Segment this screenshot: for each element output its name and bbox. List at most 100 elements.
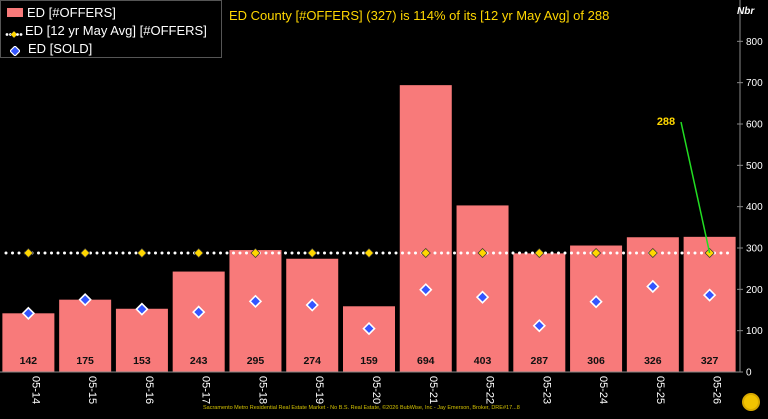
- bar-value-label: 295: [247, 355, 265, 367]
- avg-line-dot: [680, 251, 684, 255]
- bar-offers: [399, 85, 452, 372]
- legend-swatch-sold: [9, 43, 21, 57]
- avg-line-dot: [719, 251, 723, 255]
- footer-credit: Sacramento Metro Residential Real Estate…: [203, 405, 520, 411]
- avg-line-dot: [121, 251, 125, 255]
- sold-marker: [135, 302, 149, 316]
- legend-item-avg: ED [12 yr May Avg] [#OFFERS]: [1, 21, 207, 39]
- avg-line-dot: [661, 251, 664, 255]
- avg-line-dot: [232, 251, 235, 255]
- avg-marker: [136, 247, 147, 258]
- avg-line-dot: [362, 251, 365, 255]
- bar-offers: [570, 245, 623, 372]
- avg-line-dot: [440, 251, 443, 255]
- x-tick-label: 05-14: [29, 376, 41, 404]
- avg-line-dot: [355, 251, 359, 255]
- avg-line-dot: [303, 251, 307, 255]
- avg-line-dot: [212, 251, 216, 255]
- avg-line-dot: [186, 251, 190, 255]
- callout-line: [680, 121, 711, 254]
- legend: ED [#OFFERS] ED [12 yr May Avg] [#OFFERS…: [0, 0, 222, 58]
- avg-line-dot: [635, 251, 638, 255]
- avg-line-dot: [570, 251, 573, 255]
- bar-offers: [172, 271, 225, 372]
- bar-value-label: 153: [133, 355, 151, 367]
- avg-line-dot: [472, 251, 476, 255]
- avg-line-dot: [459, 251, 463, 255]
- avg-marker: [364, 247, 374, 258]
- avg-line-dot: [524, 251, 528, 255]
- avg-line-dot: [401, 251, 404, 255]
- avg-line-dot: [50, 251, 53, 255]
- bar-value-label: 243: [190, 355, 208, 367]
- sold-marker: [475, 290, 490, 304]
- avg-marker: [250, 247, 261, 258]
- bar-value-label: 403: [474, 355, 492, 367]
- avg-line-dot: [245, 251, 248, 255]
- avg-line-dot: [531, 251, 534, 255]
- avg-line-dot: [63, 251, 66, 255]
- avg-marker: [193, 247, 204, 258]
- x-tick-label: 05-18: [256, 376, 268, 404]
- sold-marker: [78, 293, 92, 307]
- avg-line-dot: [622, 251, 625, 255]
- avg-line-dot: [615, 251, 619, 255]
- avg-line-dot: [446, 251, 450, 255]
- avg-line-dot: [628, 251, 632, 255]
- avg-marker: [307, 247, 318, 258]
- x-tick-label: 05-22: [484, 376, 496, 404]
- sold-marker: [589, 295, 603, 309]
- legend-label-sold: ED [SOLD]: [28, 40, 93, 56]
- avg-line-dot: [134, 251, 138, 255]
- x-tick-label: 05-19: [313, 376, 325, 404]
- x-tick-label: 05-23: [540, 376, 552, 404]
- avg-line-dot: [433, 251, 437, 255]
- y-tick-label: 700: [746, 78, 763, 89]
- bar-value-label: 694: [417, 355, 435, 367]
- avg-line-dot: [492, 251, 495, 255]
- avg-line-dot: [349, 251, 352, 255]
- bar-offers: [286, 258, 339, 372]
- avg-line-dot: [284, 251, 287, 255]
- legend-item-offers: ED [#OFFERS]: [1, 3, 116, 21]
- avg-line-dot: [505, 251, 508, 255]
- avg-line-dot: [375, 251, 378, 255]
- sold-marker: [192, 305, 206, 319]
- avg-line-dot: [667, 251, 671, 255]
- avg-line-dot: [89, 251, 92, 255]
- avg-line-dot: [17, 251, 21, 255]
- sold-marker: [362, 321, 376, 336]
- bar-offers: [229, 250, 282, 372]
- avg-line-dot: [115, 251, 118, 255]
- avg-line-dot: [76, 251, 79, 255]
- avg-line-dot: [271, 251, 274, 255]
- avg-line-dot: [453, 251, 456, 255]
- avg-line-dot: [238, 251, 242, 255]
- avg-marker: [80, 247, 91, 258]
- legend-item-sold: ED [SOLD]: [1, 39, 92, 57]
- bar-value-label: 175: [76, 355, 94, 367]
- sold-marker: [646, 279, 660, 294]
- avg-line-dot: [498, 251, 502, 255]
- avg-line-dot: [297, 251, 300, 255]
- avg-line-dot: [342, 251, 346, 255]
- bar-offers: [683, 236, 736, 372]
- bar-value-label: 287: [531, 355, 549, 367]
- callout-label: 288: [657, 116, 675, 128]
- y-tick-label: 300: [746, 244, 763, 255]
- avg-line-dot: [264, 251, 268, 255]
- avg-line-dot: [700, 251, 703, 255]
- avg-line-dot: [576, 251, 580, 255]
- avg-line-dot: [583, 251, 586, 255]
- y-tick-label: 800: [746, 37, 763, 48]
- avg-line-dot: [550, 251, 554, 255]
- avg-line-dot: [693, 251, 697, 255]
- avg-line-dot: [173, 251, 177, 255]
- avg-line-dot: [180, 251, 183, 255]
- x-tick-label: 05-26: [711, 376, 723, 404]
- bar-value-label: 326: [644, 355, 662, 367]
- avg-line-dot: [466, 251, 469, 255]
- legend-label-avg: ED [12 yr May Avg] [#OFFERS]: [25, 22, 207, 38]
